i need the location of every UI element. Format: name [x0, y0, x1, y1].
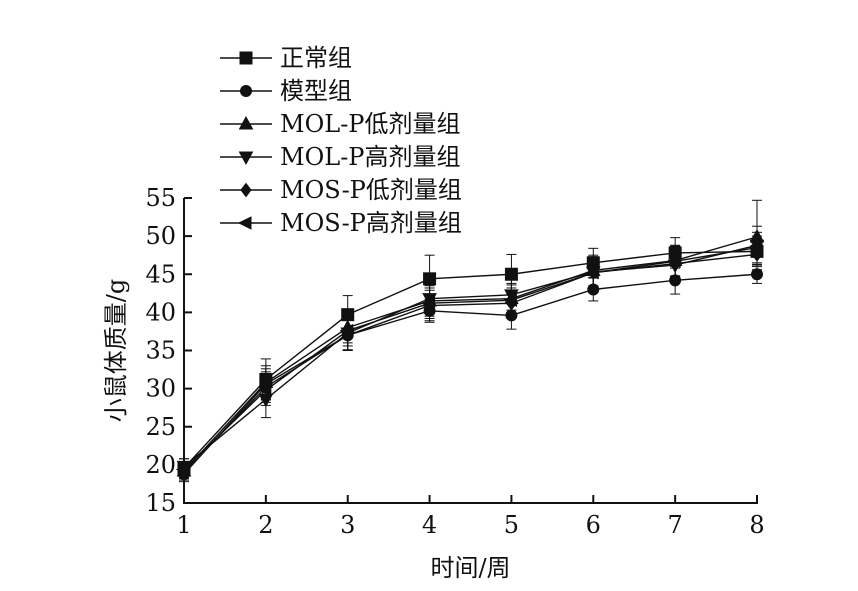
- y-tick-label: 15: [145, 489, 176, 517]
- legend-marker: [238, 151, 254, 166]
- x-tick-label: 8: [749, 511, 764, 539]
- data-point: [585, 265, 599, 280]
- series-line: [183, 236, 758, 472]
- legend-marker: [238, 115, 254, 130]
- data-point: [504, 267, 518, 281]
- data-point: [421, 296, 436, 311]
- series-line: [183, 244, 758, 467]
- x-tick-label: 1: [176, 511, 191, 539]
- x-tick-label: 7: [668, 511, 683, 539]
- data-point: [257, 383, 272, 397]
- series-6: [175, 231, 763, 478]
- legend-marker: [239, 51, 253, 65]
- y-ticks: 15 20 25 30 35 40 45 50 55: [145, 184, 192, 517]
- plot-area: [175, 199, 765, 483]
- x-tick-label: 3: [340, 511, 355, 539]
- y-tick-label: 25: [145, 413, 176, 441]
- data-point: [339, 323, 354, 338]
- x-tick-label: 5: [504, 511, 519, 539]
- y-tick-label: 45: [145, 260, 176, 288]
- legend-item: MOS-P低剂量组: [220, 176, 462, 204]
- legend-item: MOS-P高剂量组: [220, 209, 462, 237]
- y-tick-label: 50: [145, 222, 176, 250]
- legend-item: 模型组: [220, 77, 352, 105]
- y-tick-label: 55: [145, 184, 176, 212]
- legend-marker: [240, 182, 252, 198]
- series-line: [183, 253, 758, 473]
- legend-marker: [237, 216, 252, 230]
- series-line: [183, 250, 758, 469]
- legend-item: MOL-P高剂量组: [220, 143, 460, 171]
- x-tick-label: 6: [586, 511, 601, 539]
- legend-label: MOL-P低剂量组: [280, 110, 460, 138]
- series-line: [183, 246, 758, 470]
- data-point: [667, 254, 681, 269]
- x-ticks: 1 2 3 4 5 6 7 8: [176, 495, 765, 539]
- legend-label: 模型组: [280, 77, 352, 105]
- y-axis-title: 小鼠体质量/g: [102, 279, 130, 422]
- y-tick-label: 40: [145, 298, 176, 326]
- legend-item: MOL-P低剂量组: [220, 110, 460, 138]
- x-tick-label: 4: [422, 511, 437, 539]
- x-axis-title: 时间/周: [430, 554, 510, 582]
- y-tick-label: 30: [145, 375, 176, 403]
- y-tick-label: 20: [145, 451, 176, 479]
- legend-label: MOS-P高剂量组: [280, 209, 462, 237]
- legend-label: MOS-P低剂量组: [280, 176, 462, 204]
- legend-label: MOL-P高剂量组: [280, 143, 460, 171]
- data-point: [748, 240, 763, 255]
- data-point: [503, 293, 517, 307]
- y-tick-label: 35: [145, 337, 176, 365]
- legend-item: 正常组: [220, 44, 352, 72]
- axes: [183, 198, 758, 504]
- x-tick-label: 2: [258, 511, 273, 539]
- legend-label: 正常组: [280, 44, 352, 72]
- series-line: [183, 273, 758, 475]
- legend-marker: [240, 85, 252, 97]
